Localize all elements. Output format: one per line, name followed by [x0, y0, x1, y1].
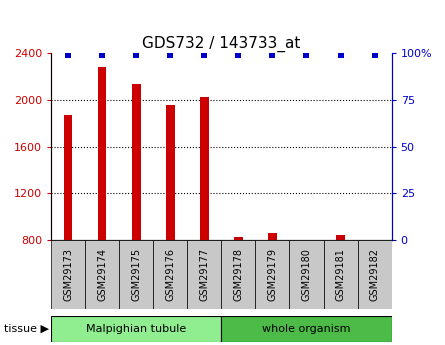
Bar — [51, 240, 85, 309]
Bar — [222, 240, 255, 309]
Text: GSM29180: GSM29180 — [302, 248, 312, 301]
Bar — [336, 235, 345, 240]
Bar — [166, 105, 174, 240]
Bar — [268, 233, 277, 240]
Bar — [132, 84, 141, 240]
Bar — [358, 240, 392, 309]
Bar — [290, 240, 324, 309]
Text: GSM29176: GSM29176 — [166, 248, 175, 301]
Text: GSM29182: GSM29182 — [370, 248, 380, 301]
Text: GSM29181: GSM29181 — [336, 248, 345, 301]
Text: GSM29175: GSM29175 — [131, 248, 141, 301]
Text: Malpighian tubule: Malpighian tubule — [86, 324, 186, 334]
Bar — [98, 68, 106, 240]
Bar — [187, 240, 222, 309]
Bar — [200, 97, 209, 240]
Text: GSM29179: GSM29179 — [267, 248, 277, 301]
Text: GSM29173: GSM29173 — [63, 248, 73, 301]
Text: tissue ▶: tissue ▶ — [4, 324, 49, 334]
Text: GSM29174: GSM29174 — [97, 248, 107, 301]
Text: whole organism: whole organism — [262, 324, 351, 334]
Title: GDS732 / 143733_at: GDS732 / 143733_at — [142, 36, 300, 52]
Bar — [51, 316, 222, 342]
Bar — [222, 316, 392, 342]
Bar — [119, 240, 153, 309]
Text: GSM29177: GSM29177 — [199, 248, 209, 301]
Bar — [153, 240, 187, 309]
Bar — [255, 240, 290, 309]
Bar — [64, 115, 73, 240]
Bar — [85, 240, 119, 309]
Bar — [234, 237, 243, 240]
Bar — [324, 240, 358, 309]
Text: GSM29178: GSM29178 — [234, 248, 243, 301]
